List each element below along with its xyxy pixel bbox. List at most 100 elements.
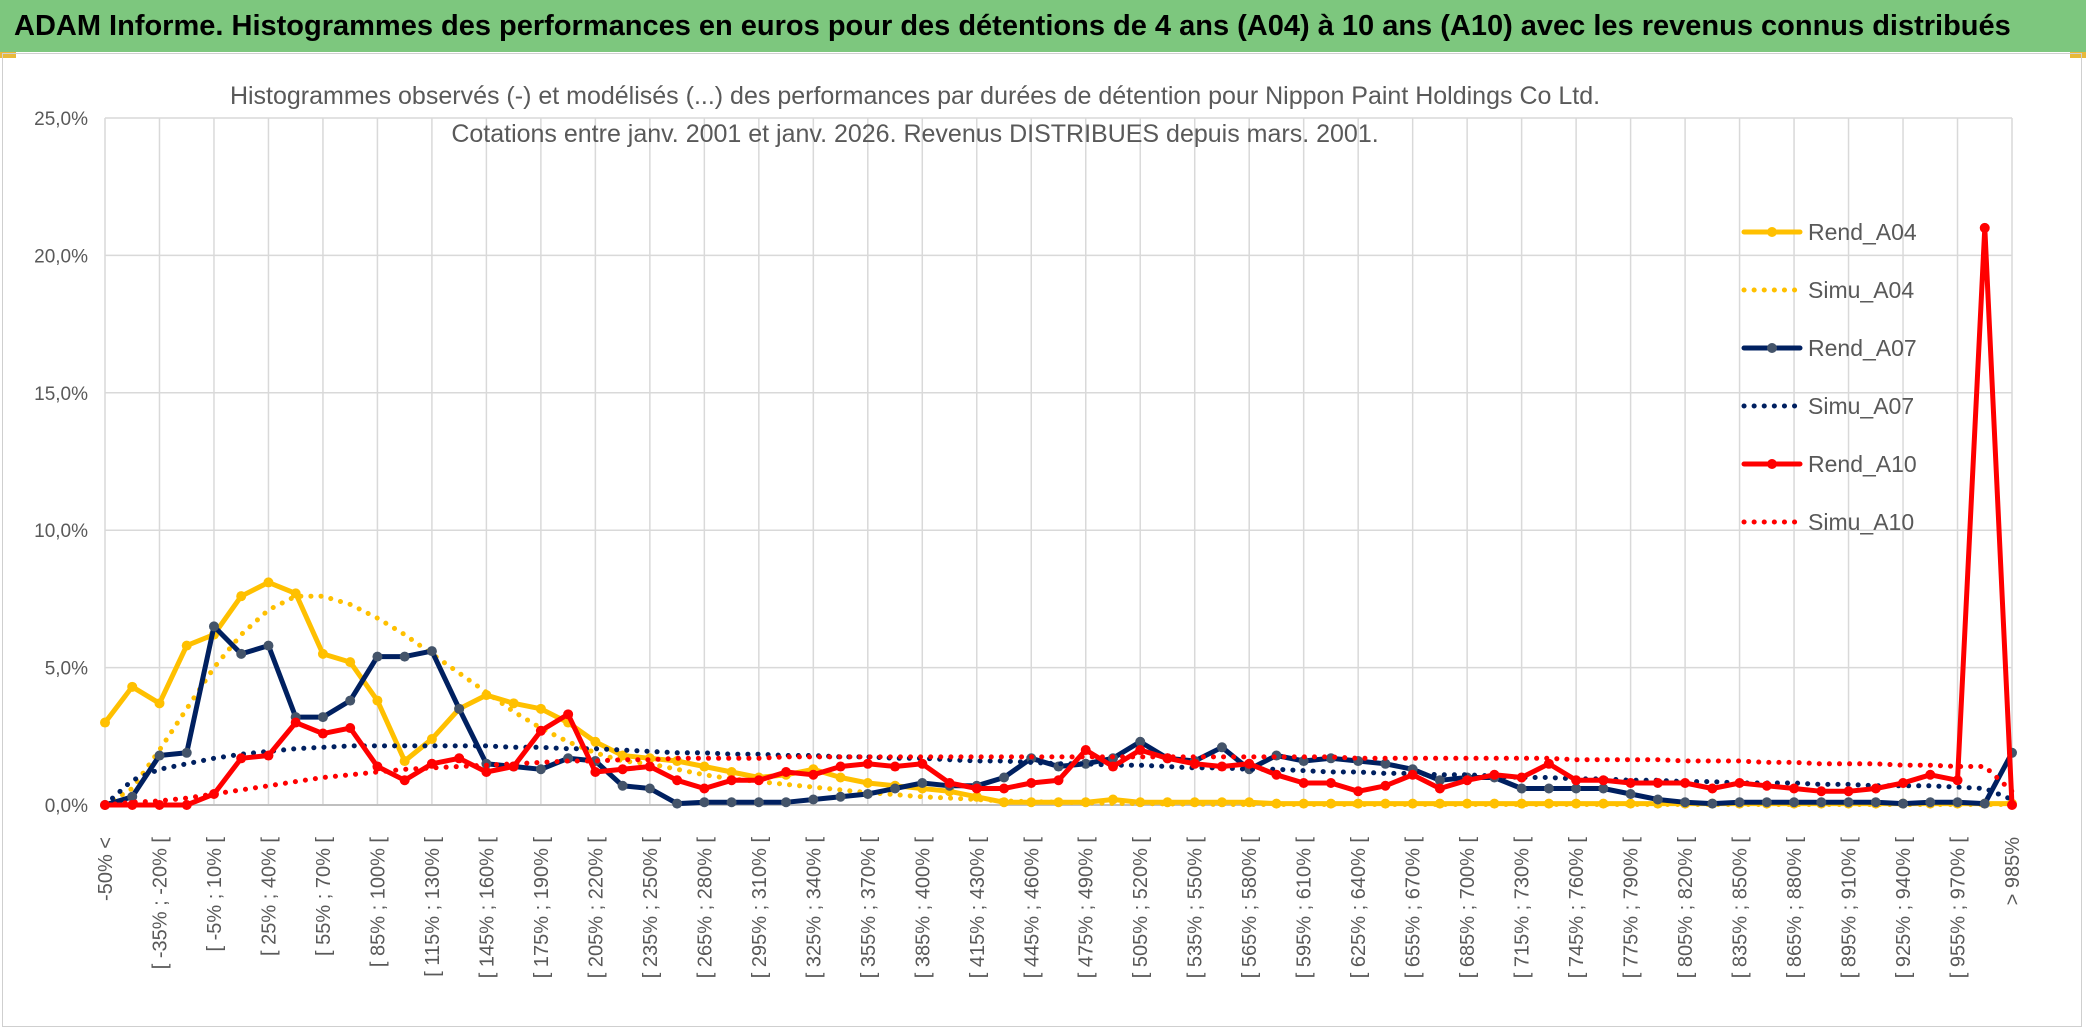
- data-point: [345, 723, 356, 734]
- data-point: [100, 717, 110, 728]
- data-point: [753, 775, 764, 786]
- data-point: [1680, 778, 1691, 789]
- data-point: [1543, 758, 1554, 769]
- data-point: [454, 703, 465, 714]
- x-tick-label: [ 955% ; 970% [: [1948, 837, 1970, 979]
- data-point: [890, 761, 901, 772]
- data-point: [1870, 783, 1881, 794]
- chart-subtitle: Cotations entre janv. 2001 et janv. 2026…: [451, 120, 1379, 148]
- data-point: [1407, 769, 1418, 780]
- data-point: [1162, 797, 1173, 808]
- data-point: [399, 775, 410, 786]
- data-point: [890, 783, 901, 794]
- data-point: [290, 717, 301, 728]
- data-point: [236, 591, 247, 602]
- data-point: [971, 783, 982, 794]
- corner-accent-right: [2070, 52, 2086, 58]
- data-point: [1816, 786, 1827, 797]
- data-point: [999, 783, 1010, 794]
- data-point: [1598, 783, 1609, 794]
- data-point: [726, 775, 737, 786]
- data-point: [317, 728, 328, 739]
- data-point: [781, 797, 792, 808]
- data-point: [1680, 797, 1691, 808]
- x-tick-label: [ 685% ; 700% [: [1457, 837, 1479, 979]
- data-point: [345, 657, 356, 668]
- data-point: [535, 764, 546, 775]
- data-point: [753, 797, 764, 808]
- x-tick-label: [ 145% ; 160% [: [476, 837, 498, 979]
- data-point: [2007, 800, 2017, 810]
- data-point: [835, 761, 846, 772]
- data-point: [1843, 786, 1854, 797]
- data-point: [1489, 769, 1500, 780]
- x-tick-label: [ 595% ; 610% [: [1294, 837, 1316, 979]
- x-tick-label: [ 295% ; 310% [: [749, 837, 771, 979]
- data-point: [1298, 778, 1309, 789]
- data-point: [345, 695, 356, 706]
- x-tick-label: [ 265% ; 280% [: [694, 837, 716, 979]
- x-tick-label: [ 805% ; 820% [: [1675, 837, 1697, 979]
- data-point: [862, 789, 873, 800]
- data-point: [617, 764, 628, 775]
- series-line-Rend_A10: [102, 225, 2015, 808]
- series-line-Simu_A07: [102, 743, 2015, 808]
- data-point: [481, 767, 492, 778]
- data-point: [590, 736, 601, 747]
- gridlines: [104, 117, 2013, 806]
- x-tick-label: > 985%: [2002, 837, 2024, 906]
- data-point: [127, 681, 138, 692]
- data-point: [1189, 758, 1200, 769]
- data-point: [1380, 780, 1391, 791]
- data-point: [726, 767, 737, 778]
- data-point: [617, 780, 628, 791]
- data-point: [1789, 797, 1800, 808]
- data-point: [917, 778, 928, 789]
- data-point: [835, 772, 846, 783]
- x-tick-label: [ -5% ; 10% [: [204, 837, 226, 952]
- data-point: [1625, 778, 1636, 789]
- x-tick-label: [ 445% ; 460% [: [1021, 837, 1043, 979]
- data-point: [862, 778, 873, 789]
- data-point: [1898, 798, 1909, 809]
- data-point: [781, 767, 792, 778]
- data-point: [1026, 778, 1037, 789]
- data-point: [1652, 778, 1663, 789]
- data-point: [1380, 758, 1391, 769]
- data-point: [699, 783, 710, 794]
- x-tick-label: [ 115% ; 130% [: [422, 837, 444, 977]
- data-point: [1325, 778, 1336, 789]
- x-tick-label: [ 475% ; 490% [: [1076, 837, 1098, 979]
- data-point: [1080, 758, 1091, 769]
- data-point: [1080, 745, 1091, 756]
- y-tick-label: 20,0%: [34, 246, 88, 267]
- data-point: [1107, 761, 1118, 772]
- data-point: [1843, 797, 1854, 808]
- data-point: [1707, 798, 1718, 809]
- y-axis: 0,0% 5,0% 10,0% 15,0% 20,0% 25,0%: [34, 109, 88, 817]
- x-tick-label: [ -35% ; -20% [: [149, 837, 171, 970]
- data-point: [699, 797, 710, 808]
- data-point: [726, 797, 737, 808]
- data-point: [426, 646, 437, 657]
- x-tick-label: -50% <: [95, 837, 117, 901]
- series-layer: [100, 222, 2017, 810]
- x-tick-label: [ 715% ; 730% [: [1512, 837, 1534, 979]
- corner-accent-left: [0, 52, 16, 58]
- x-tick-label: [ 385% ; 400% [: [912, 837, 934, 979]
- y-tick-label: 5,0%: [45, 659, 88, 680]
- x-tick-label: [ 625% ; 640% [: [1348, 837, 1370, 979]
- data-point: [917, 758, 928, 769]
- data-point: [181, 747, 192, 758]
- data-point: [1135, 736, 1146, 747]
- x-tick-label: [ 505% ; 520% [: [1130, 837, 1152, 979]
- data-point: [1434, 798, 1445, 809]
- data-point: [1761, 780, 1772, 791]
- data-point: [1434, 775, 1445, 786]
- data-point: [263, 750, 274, 761]
- data-point: [263, 577, 274, 588]
- chart-title: Histogrammes observés (-) et modélisés (…: [229, 82, 1601, 110]
- data-point: [699, 761, 710, 772]
- data-point: [563, 709, 574, 720]
- data-point: [399, 651, 410, 662]
